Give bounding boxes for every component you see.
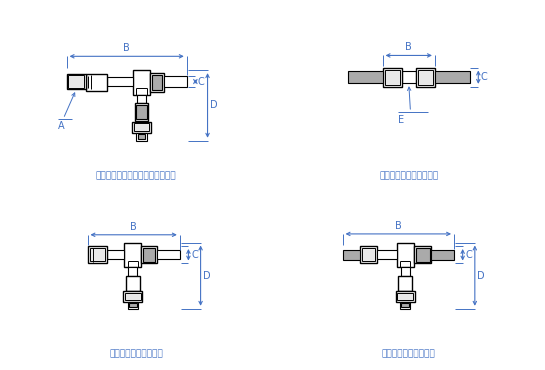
Bar: [88, 246, 107, 263]
Bar: [401, 267, 410, 276]
Bar: [137, 95, 146, 103]
Bar: [89, 248, 105, 261]
Bar: [125, 293, 141, 300]
Bar: [431, 249, 454, 260]
Bar: [143, 248, 155, 262]
Bar: [362, 248, 376, 261]
Text: C: C: [481, 72, 488, 82]
Bar: [378, 250, 397, 259]
Bar: [402, 303, 409, 307]
Bar: [129, 267, 137, 276]
Bar: [435, 71, 470, 83]
Bar: [134, 123, 149, 131]
Bar: [152, 75, 162, 90]
Bar: [69, 75, 84, 88]
Text: E: E: [398, 115, 404, 125]
Bar: [135, 103, 148, 121]
Bar: [343, 249, 360, 260]
Bar: [348, 71, 383, 83]
Bar: [107, 250, 124, 259]
Bar: [383, 68, 402, 87]
Bar: [157, 250, 180, 259]
Text: B: B: [123, 43, 130, 53]
Bar: [164, 76, 187, 87]
Bar: [416, 68, 435, 87]
Text: D: D: [210, 100, 218, 110]
Bar: [129, 303, 137, 307]
Bar: [66, 74, 86, 90]
Bar: [414, 246, 431, 263]
Text: ＥＵ：イコールユニオン: ＥＵ：イコールユニオン: [379, 172, 438, 181]
Bar: [385, 70, 399, 85]
Bar: [86, 74, 107, 91]
Bar: [397, 293, 413, 300]
Bar: [396, 291, 415, 302]
Text: D: D: [203, 270, 211, 281]
Text: A: A: [58, 121, 65, 131]
Text: B: B: [130, 222, 137, 232]
Bar: [416, 248, 429, 262]
Bar: [142, 246, 157, 263]
Text: B: B: [395, 221, 402, 231]
Bar: [402, 71, 416, 83]
Bar: [136, 105, 147, 119]
Text: C: C: [465, 250, 472, 260]
Bar: [124, 243, 142, 267]
Bar: [126, 276, 140, 291]
Bar: [123, 291, 142, 302]
Bar: [133, 70, 150, 95]
Text: ＳＴＬ：スタッドチーズ（Ｌ型）: ＳＴＬ：スタッドチーズ（Ｌ型）: [96, 172, 177, 181]
Bar: [418, 70, 433, 85]
Bar: [136, 133, 147, 141]
Bar: [138, 134, 146, 139]
Bar: [360, 246, 378, 263]
Text: D: D: [477, 270, 485, 281]
Text: C: C: [191, 250, 198, 260]
Bar: [128, 302, 138, 309]
Bar: [107, 77, 133, 86]
Text: ＥＴ：イコールチーズ: ＥＴ：イコールチーズ: [382, 349, 435, 359]
Bar: [400, 302, 410, 309]
Text: C: C: [198, 77, 205, 87]
Text: B: B: [405, 42, 412, 52]
Bar: [132, 121, 151, 133]
Text: ＥＬ：イコールエルボ: ＥＬ：イコールエルボ: [110, 349, 163, 359]
Bar: [397, 243, 414, 267]
Bar: [398, 276, 412, 291]
Bar: [150, 73, 164, 92]
